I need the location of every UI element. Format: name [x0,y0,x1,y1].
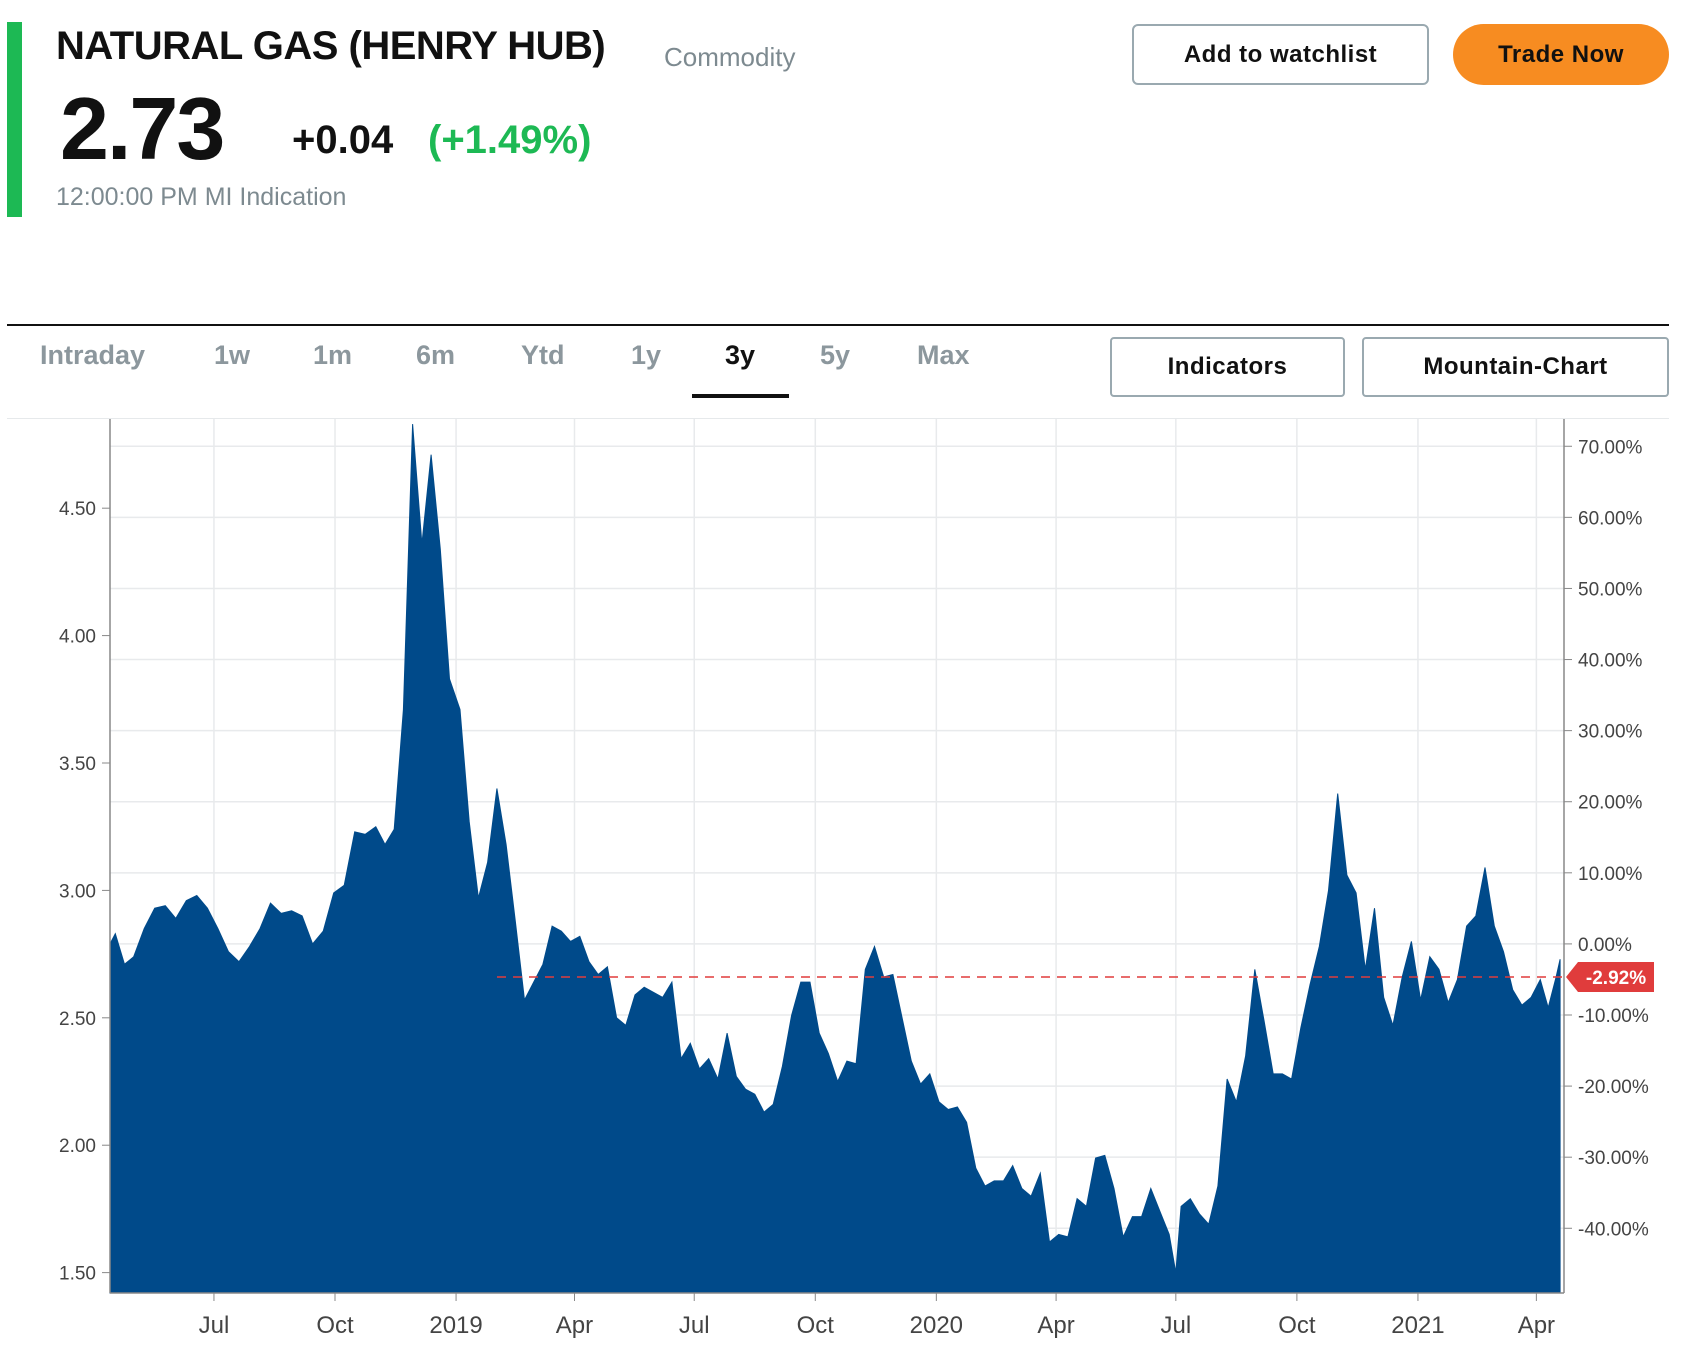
chart-divider [7,418,1669,419]
x-axis-tick-label: 2020 [910,1312,963,1339]
chart-type-button[interactable]: Mountain-Chart [1362,337,1669,397]
left-axis-tick-label: 2.50 [59,1009,96,1030]
tab-3y[interactable]: 3y [725,340,756,370]
tab-1w[interactable]: 1w [214,340,251,370]
right-axis-tick-label: 60.00% [1578,508,1643,529]
header-divider [7,324,1669,326]
price-change: +0.04 [292,118,394,162]
trade-now-button[interactable]: Trade Now [1453,24,1669,85]
left-axis-tick-label: 2.00 [59,1136,96,1157]
right-axis-tick-label: 40.00% [1578,651,1643,672]
indicators-button[interactable]: Indicators [1110,337,1345,397]
instrument-category: Commodity [664,42,796,72]
x-axis-tick-label: Oct [797,1312,835,1339]
right-axis-tick-label: 10.00% [1578,864,1643,885]
tab-1m[interactable]: 1m [313,340,353,370]
left-axis-tick-label: 4.50 [59,499,96,520]
price-area-series [109,424,1561,1294]
x-axis-tick-label: Apr [1037,1312,1074,1339]
tab-6m[interactable]: 6m [416,340,456,370]
x-axis-tick-label: Oct [316,1312,354,1339]
timeframe-tabs: Intraday 1w 1m 6m Ytd 1y 3y 5y Max [0,330,1000,402]
x-axis-tick-label: Jul [199,1312,230,1339]
tab-intraday[interactable]: Intraday [40,340,146,370]
x-axis-tick-label: Oct [1278,1312,1316,1339]
quote-timestamp: 12:00:00 PM MI Indication [56,183,347,211]
x-axis-tick-label: 2019 [429,1312,482,1339]
left-axis-tick-label: 3.50 [59,754,96,775]
right-axis-tick-label: -40.00% [1578,1219,1649,1240]
baseline-percent-badge [1566,962,1654,993]
baseline-percent-label: -2.92% [1586,968,1646,989]
left-axis-tick-label: 4.00 [59,627,96,648]
tab-5y[interactable]: 5y [820,340,851,370]
x-axis-tick-label: 2021 [1391,1312,1444,1339]
left-axis-tick-label: 3.00 [59,881,96,902]
tab-1y[interactable]: 1y [631,340,662,370]
instrument-title: NATURAL GAS (HENRY HUB) [56,24,606,68]
last-price: 2.73 [60,79,225,178]
price-change-percent: (+1.49%) [428,118,592,162]
tab-max[interactable]: Max [917,340,970,370]
right-axis-tick-label: -30.00% [1578,1148,1649,1169]
tab-ytd[interactable]: Ytd [521,340,565,370]
x-axis-tick-label: Jul [1160,1312,1191,1339]
right-axis-tick-label: 50.00% [1578,579,1643,600]
x-axis-tick-label: Apr [556,1312,593,1339]
x-axis-tick-label: Apr [1518,1312,1555,1339]
price-accent-bar [7,22,22,217]
active-tab-indicator [692,394,789,398]
left-axis-tick-label: 1.50 [59,1264,96,1285]
right-axis-tick-label: -10.00% [1578,1006,1649,1027]
right-axis-tick-label: 70.00% [1578,437,1643,458]
right-axis-tick-label: 0.00% [1578,935,1632,956]
right-axis-tick-label: -20.00% [1578,1077,1649,1098]
right-axis-tick-label: 20.00% [1578,793,1643,814]
right-axis-tick-label: 30.00% [1578,722,1643,743]
add-to-watchlist-button[interactable]: Add to watchlist [1132,24,1429,85]
x-axis-tick-label: Jul [679,1312,710,1339]
